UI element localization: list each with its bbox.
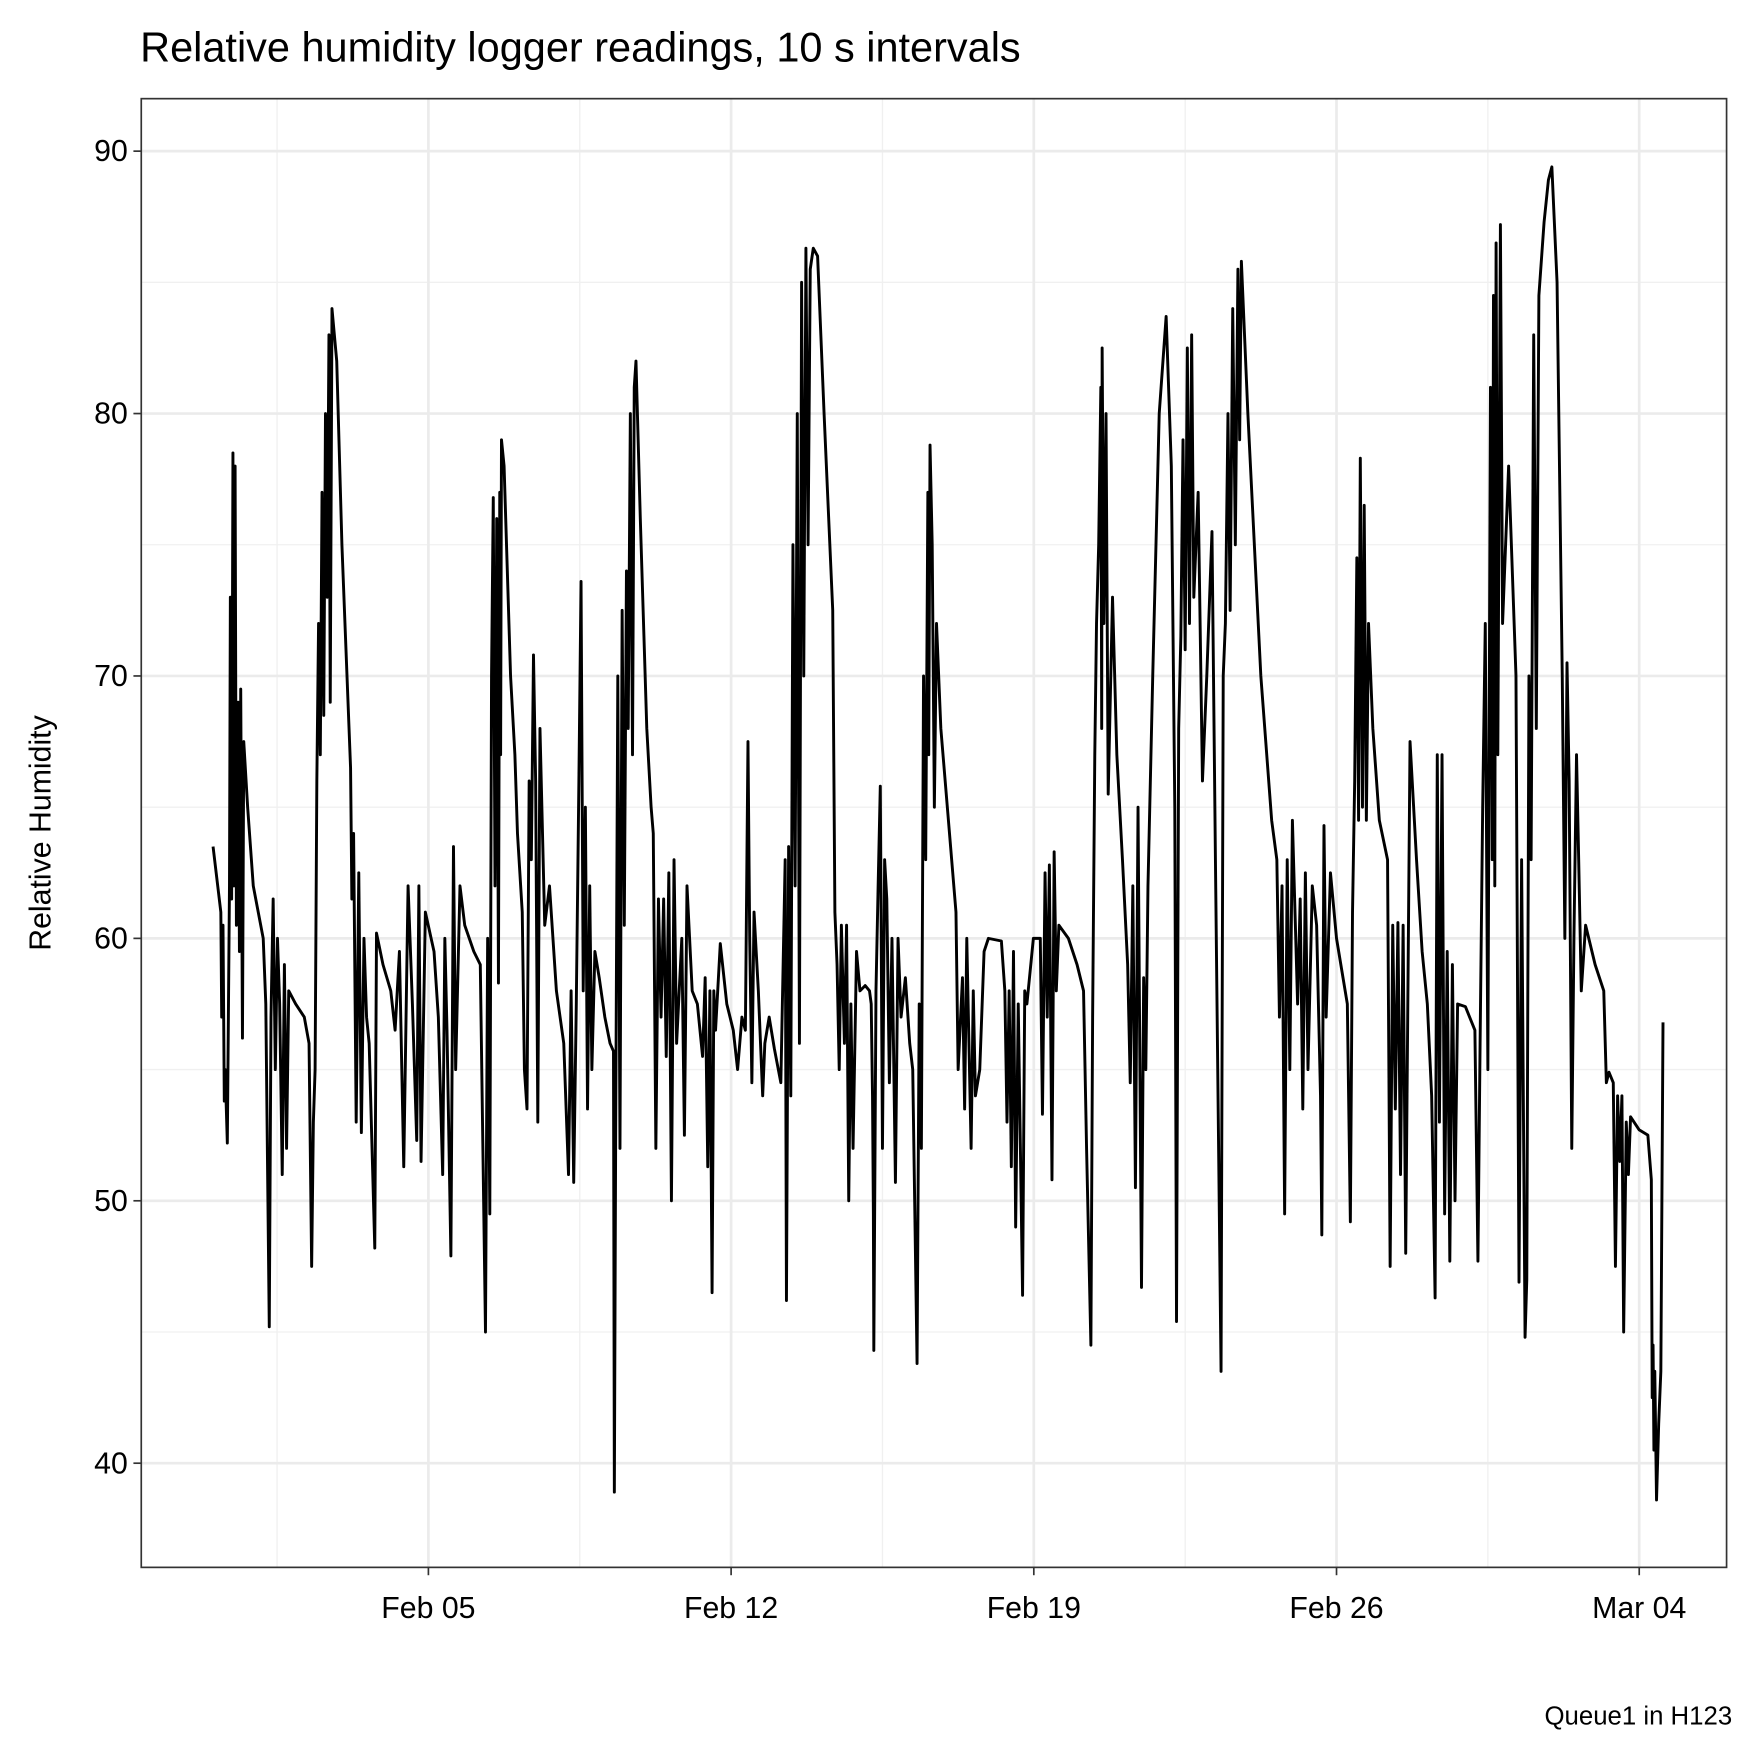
y-tick-label: 90 (94, 135, 128, 168)
y-axis-title: Relative Humidity (24, 714, 57, 950)
data-line (211, 165, 1665, 1502)
y-tick-label: 70 (94, 660, 128, 693)
x-tick-label: Feb 19 (987, 1592, 1081, 1625)
x-tick-label: Feb 12 (684, 1592, 778, 1625)
y-tick-label: 80 (94, 398, 128, 431)
y-tick-label: 50 (94, 1185, 128, 1218)
caption: Queue1 in H123 (1545, 1702, 1733, 1730)
y-tick-label: 40 (94, 1447, 128, 1480)
panel-border (140, 97, 1728, 1569)
x-tick-label: Feb 26 (1289, 1592, 1383, 1625)
y-tick-label: 60 (94, 922, 128, 955)
chart-title: Relative humidity logger readings, 10 s … (140, 24, 1021, 71)
x-tick-label: Mar 04 (1592, 1592, 1686, 1625)
x-tick-label: Feb 05 (381, 1592, 475, 1625)
